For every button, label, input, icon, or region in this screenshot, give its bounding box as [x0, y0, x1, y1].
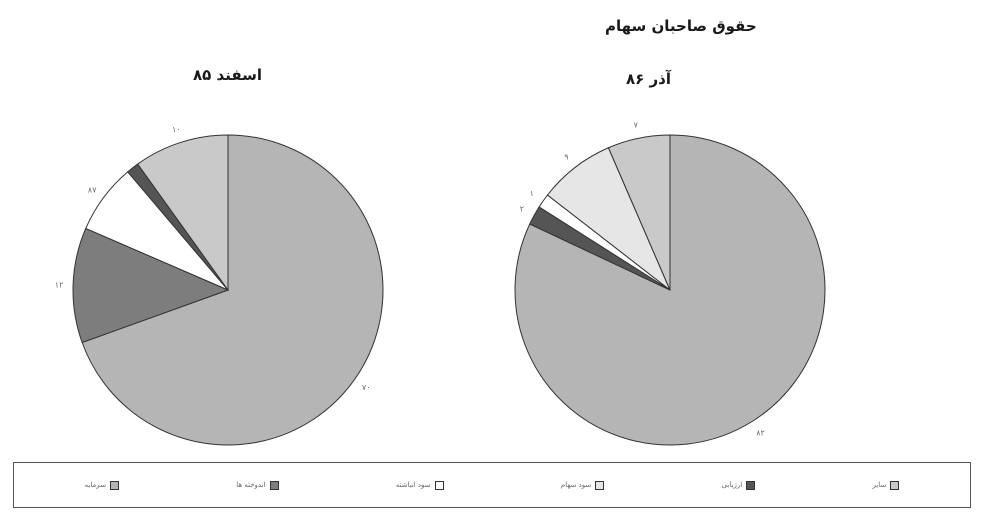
legend-label: سود سهام	[560, 481, 592, 489]
legend-label: اندوخته ها	[236, 481, 266, 489]
pie-0-label-1: ۱۲	[55, 281, 64, 290]
pie-0-label-0: ۷۰	[362, 383, 371, 392]
pie-1-label-1: ۲	[520, 205, 524, 214]
legend-item: سایر	[872, 480, 900, 490]
legend-swatch	[595, 480, 605, 490]
legend-label: سایر	[872, 481, 887, 489]
pie-0-slice-4	[136, 134, 229, 292]
legend-item: سود سهام	[560, 480, 605, 490]
legend: سرمایه اندوخته ها سود انباشته سود سهام ارزیا…	[13, 462, 971, 508]
legend-label: ارزیابی	[721, 481, 743, 489]
legend-item: اندوخته ها	[236, 480, 279, 490]
pie-0-slice-1	[72, 227, 230, 344]
legend-label: سرمایه	[84, 481, 106, 489]
legend-swatch	[890, 480, 900, 490]
pie-1-label-4: ۷	[634, 121, 639, 130]
pie-0-label-4: ۱۰	[172, 125, 181, 134]
chart-title-left: اسفند ۸۵	[193, 66, 263, 84]
pie-1-label-2: ۱	[530, 189, 534, 198]
pie-0-slice-0	[81, 134, 384, 446]
legend-swatch	[434, 480, 444, 490]
legend-label: سود انباشته	[395, 481, 431, 489]
pie-1-slice-4	[607, 134, 671, 291]
pie-1-label-3: ۹	[564, 152, 568, 161]
legend-swatch	[746, 480, 756, 490]
legend-swatch	[269, 480, 279, 490]
legend-item: ارزیابی	[721, 480, 756, 490]
legend-item: سود انباشته	[395, 480, 444, 490]
legend-item: سرمایه	[84, 480, 119, 490]
pie-1-label-0: ۸۲	[756, 429, 765, 438]
pie-0-label-2: ۸۷	[88, 185, 97, 194]
main-title: حقوق صاحبان سهام	[605, 17, 757, 35]
chart-title-right: آذر ۸۶	[626, 70, 672, 88]
legend-swatch	[109, 480, 119, 490]
